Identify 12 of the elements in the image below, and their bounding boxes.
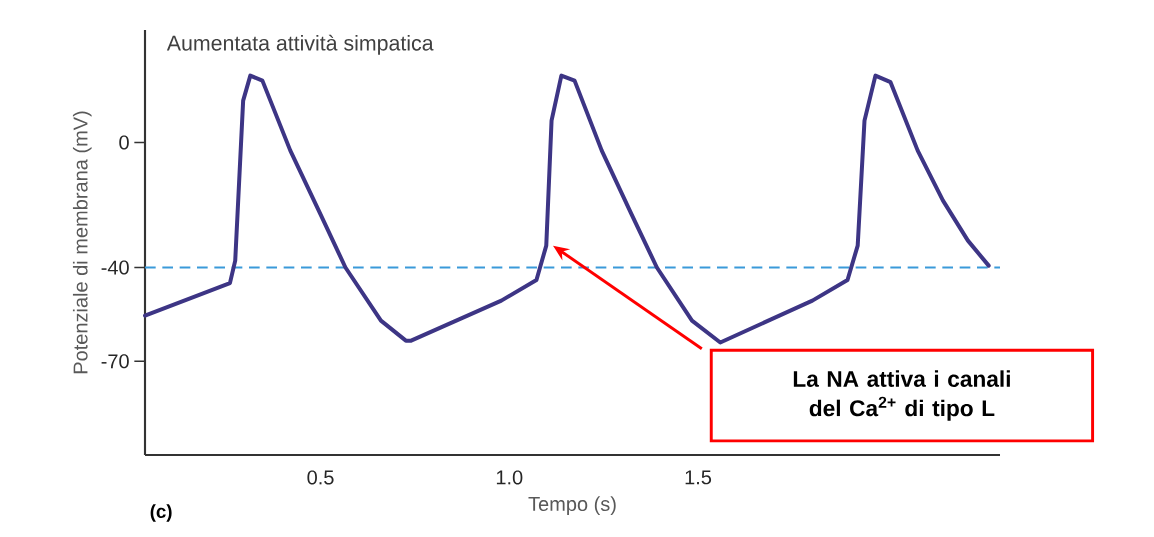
y-tick-label: -70 [101,354,129,369]
y-tick-label: -40 [101,260,129,275]
annotation: La NA attiva i canali del Ca$^{2+}$ di tipo L [793,370,1010,421]
x-axis-title: Tempo (s) [528,496,616,515]
y-axis-title: Potenziale di membrana (mV) [72,111,92,374]
line-series [143,73,991,345]
x-tick-label: 0.5 [307,470,334,485]
x-tick-label: 1.5 [685,470,712,485]
y-tick-label: 0 [119,135,129,150]
text: (c) [150,504,172,522]
x-tick-label: 1.0 [496,470,523,485]
chart-title: Aumentata attività simpatica [166,34,434,55]
